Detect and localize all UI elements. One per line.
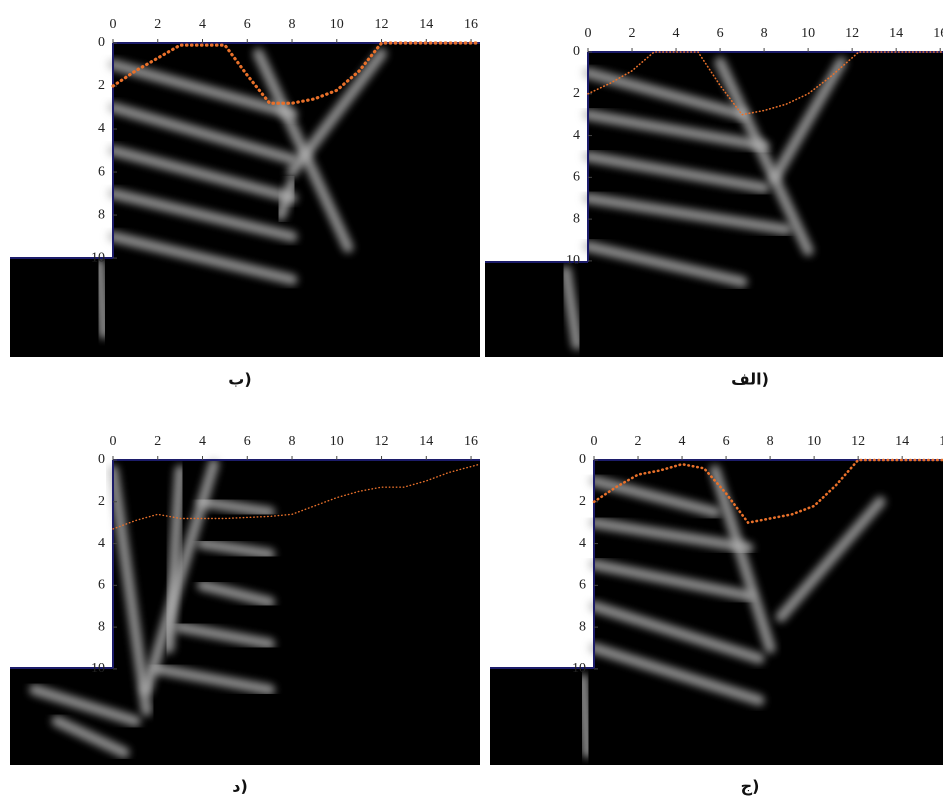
y-tick-label: 4 (573, 128, 580, 143)
x-tick-label: 14 (895, 434, 909, 449)
y-tick-label: 8 (579, 619, 586, 634)
panel-caption: د) (232, 777, 248, 796)
x-tick-label: 6 (244, 17, 251, 32)
x-tick-label: 12 (375, 17, 389, 32)
panel: 0 2 4 6 8 10 12 14 16 0 2 4 6 8 10 الف) (485, 26, 943, 388)
x-tick-label: 8 (761, 26, 768, 41)
x-tick-label: 6 (244, 434, 251, 449)
x-tick-label: 16 (464, 17, 478, 32)
x-tick-label: 6 (723, 434, 730, 449)
y-tick-label: 6 (98, 164, 105, 179)
panel-caption: ج) (741, 777, 760, 796)
y-tick-label: 0 (98, 452, 105, 467)
y-tick-label: 2 (98, 78, 105, 93)
y-tick-label: 4 (98, 121, 105, 136)
panel: 0 2 4 6 8 10 12 14 16 0 2 4 6 8 10 ب) (10, 17, 480, 388)
y-tick-label: 10 (566, 253, 580, 268)
y-tick-label: 0 (579, 452, 586, 467)
y-tick-label: 2 (579, 494, 586, 509)
domain-lower (10, 668, 113, 765)
x-tick-label: 2 (635, 434, 642, 449)
x-tick-label: 2 (154, 434, 161, 449)
y-tick-label: 8 (98, 619, 105, 634)
y-tick-label: 10 (91, 250, 105, 265)
y-tick-label: 8 (98, 207, 105, 222)
x-tick-label: 4 (199, 17, 206, 32)
x-tick-label: 8 (289, 17, 296, 32)
x-tick-label: 14 (419, 17, 433, 32)
x-tick-label: 8 (767, 434, 774, 449)
x-tick-label: 14 (419, 434, 433, 449)
y-tick-label: 0 (573, 44, 580, 59)
soil-nail (100, 265, 104, 334)
y-tick-label: 2 (573, 86, 580, 101)
y-tick-label: 6 (98, 578, 105, 593)
x-tick-label: 4 (679, 434, 686, 449)
x-tick-label: 2 (154, 17, 161, 32)
figure: 0 2 4 6 8 10 12 14 16 0 2 4 6 8 10 ب) 0 2 4 6 8 10 12 14 16 0 2 4 6 8… (0, 0, 943, 800)
x-tick-label: 0 (110, 17, 117, 32)
soil-nail (583, 679, 587, 752)
x-tick-label: 10 (807, 434, 821, 449)
x-tick-label: 10 (330, 434, 344, 449)
panel-caption: ب) (228, 370, 251, 389)
x-tick-label: 12 (851, 434, 865, 449)
x-tick-label: 6 (717, 26, 724, 41)
y-tick-label: 4 (98, 536, 105, 551)
x-tick-label: 12 (375, 434, 389, 449)
panel: 0 2 4 6 8 10 12 14 16 0 2 4 6 8 10 د) (10, 434, 480, 795)
x-tick-label: 0 (585, 26, 592, 41)
x-tick-label: 2 (629, 26, 636, 41)
y-tick-label: 8 (573, 211, 580, 226)
y-tick-label: 0 (98, 35, 105, 50)
y-tick-label: 6 (573, 170, 580, 185)
panel-caption: الف) (731, 370, 769, 389)
y-tick-label: 2 (98, 494, 105, 509)
x-tick-label: 10 (801, 26, 815, 41)
x-tick-label: 16 (464, 434, 478, 449)
x-tick-label: 16 (933, 26, 943, 41)
x-tick-label: 12 (845, 26, 859, 41)
x-tick-label: 4 (199, 434, 206, 449)
x-tick-label: 8 (289, 434, 296, 449)
x-tick-label: 0 (110, 434, 117, 449)
y-tick-label: 10 (91, 661, 105, 676)
x-tick-label: 10 (330, 17, 344, 32)
y-tick-label: 10 (572, 661, 586, 676)
y-tick-label: 6 (579, 578, 586, 593)
x-tick-label: 14 (889, 26, 903, 41)
x-tick-label: 0 (591, 434, 598, 449)
domain (594, 460, 943, 765)
x-tick-label: 4 (673, 26, 680, 41)
panel: 0 2 4 6 8 10 12 14 16 0 2 4 6 8 10 ج) (490, 434, 943, 795)
x-tick-label: 16 (939, 434, 943, 449)
y-tick-label: 4 (579, 536, 586, 551)
